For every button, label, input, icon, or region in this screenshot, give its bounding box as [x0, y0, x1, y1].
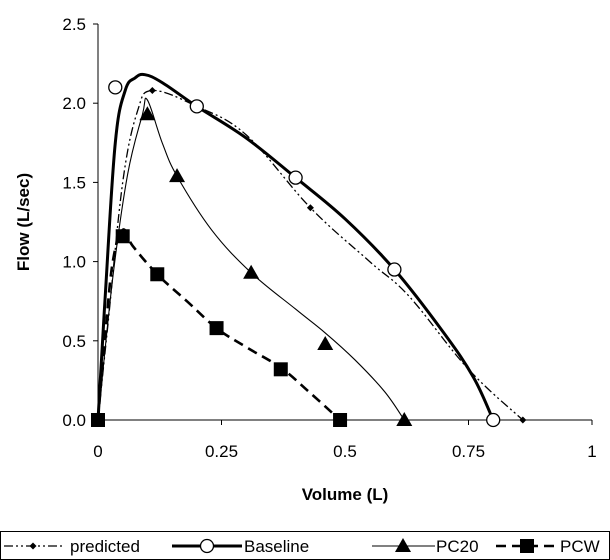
series-markers: [91, 80, 527, 428]
data-point-baseline: [108, 80, 123, 95]
y-tick-label: 2.5: [62, 15, 86, 34]
legend-marker-baseline: [199, 538, 215, 554]
series-lines: [96, 72, 524, 421]
legend-box: [0, 531, 610, 560]
data-point-pcw: [150, 267, 165, 282]
data-point-pc20: [396, 412, 413, 426]
data-point-predicted: [306, 204, 314, 212]
legend-marker-pc20: [395, 538, 411, 552]
legend-label-pc20: PC20: [436, 537, 479, 556]
legend-label-pcw: PCW: [560, 537, 600, 556]
data-point-pcw: [91, 413, 105, 427]
y-tick-label: 0.0: [62, 411, 86, 430]
data-point-baseline: [288, 170, 303, 185]
x-tick-label: 0.5: [333, 442, 357, 461]
x-axis-title: Volume (L): [302, 485, 389, 504]
x-tick-label: 0.75: [452, 442, 485, 461]
data-point-pc20: [169, 168, 186, 183]
data-point-baseline: [189, 99, 204, 114]
x-tick-label: 0: [93, 442, 102, 461]
legend-marker-pcw: [520, 539, 534, 553]
data-point-predicted: [148, 87, 156, 95]
data-point-pcw: [115, 229, 130, 244]
x-tick-label: 1: [587, 442, 596, 461]
data-point-pc20: [139, 106, 156, 121]
y-tick-label: 1.0: [62, 253, 86, 272]
legend-marker-predicted: [29, 542, 37, 550]
series-line-predicted: [97, 89, 524, 421]
legend-label-baseline: Baseline: [244, 537, 309, 556]
axes: [93, 23, 593, 425]
data-point-pc20: [317, 335, 334, 350]
legend-label-predicted: predicted: [70, 537, 140, 556]
series-line-baseline: [96, 72, 495, 421]
y-tick-label: 2.0: [62, 94, 86, 113]
y-tick-label: 0.5: [62, 332, 86, 351]
data-point-pcw: [333, 413, 348, 427]
y-tick-label: 1.5: [62, 173, 86, 192]
data-point-pc20: [243, 264, 260, 279]
data-point-predicted: [519, 416, 527, 424]
data-point-pcw: [273, 362, 288, 377]
y-axis-title: Flow (L/sec): [14, 173, 33, 271]
data-point-baseline: [387, 262, 402, 277]
data-point-baseline: [486, 412, 501, 428]
data-point-pcw: [209, 321, 224, 336]
legend: predicted Baseline PC20 PCW: [0, 531, 610, 560]
tick-labels: 0.0 0.5 1.0 1.5 2.0 2.5 0 0.25 0.5 0.75 1: [62, 15, 596, 461]
x-tick-label: 0.25: [205, 442, 238, 461]
